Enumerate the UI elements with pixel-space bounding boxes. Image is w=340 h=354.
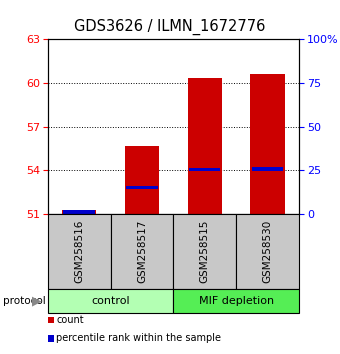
Text: GSM258530: GSM258530 bbox=[263, 220, 273, 283]
Bar bbox=[173, 214, 236, 289]
Text: GSM258516: GSM258516 bbox=[74, 219, 84, 283]
Text: GSM258517: GSM258517 bbox=[137, 219, 147, 283]
Bar bbox=[126, 186, 157, 189]
Bar bbox=[48, 214, 110, 289]
Text: count: count bbox=[56, 315, 84, 325]
Text: protocol: protocol bbox=[3, 296, 46, 306]
Bar bbox=[236, 214, 299, 289]
Text: percentile rank within the sample: percentile rank within the sample bbox=[56, 333, 221, 343]
Bar bbox=[64, 210, 95, 213]
Bar bbox=[125, 145, 159, 214]
Text: MIF depletion: MIF depletion bbox=[199, 296, 274, 306]
Text: GSM258515: GSM258515 bbox=[200, 219, 210, 283]
Bar bbox=[189, 168, 220, 171]
Bar bbox=[251, 74, 285, 214]
Bar bbox=[252, 167, 283, 171]
Text: ▶: ▶ bbox=[32, 295, 41, 307]
Bar bbox=[48, 289, 173, 313]
Text: GDS3626 / ILMN_1672776: GDS3626 / ILMN_1672776 bbox=[74, 18, 266, 35]
Bar bbox=[62, 210, 96, 214]
Bar bbox=[173, 289, 299, 313]
Text: control: control bbox=[91, 296, 130, 306]
Bar bbox=[110, 214, 173, 289]
Bar bbox=[188, 78, 222, 214]
